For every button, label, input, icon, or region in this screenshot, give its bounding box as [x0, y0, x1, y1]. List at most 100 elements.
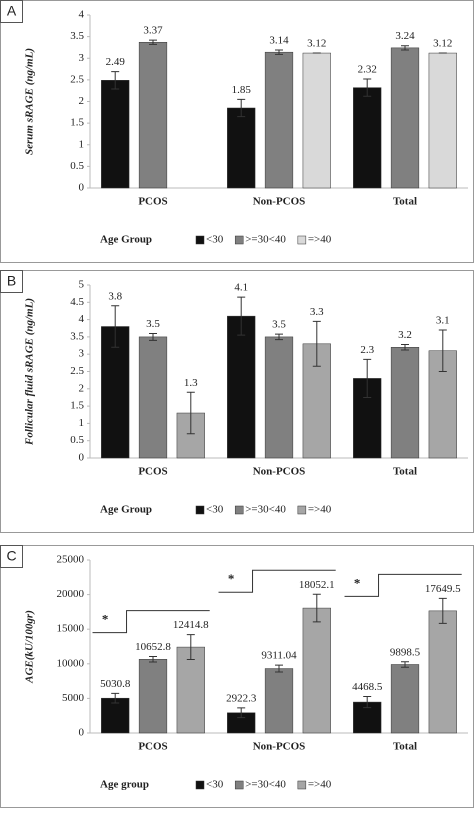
legend-swatch	[195, 505, 205, 515]
y-axis-label: AGE(kU/100gr)	[24, 610, 36, 684]
legend-label: <30	[206, 234, 224, 246]
bar	[264, 668, 294, 734]
data-label: 3.37	[143, 25, 163, 37]
x-tick-label: Non-PCOS	[253, 196, 306, 208]
bar	[390, 47, 420, 189]
error-bar	[275, 664, 283, 673]
legend-label: <30	[206, 779, 224, 791]
data-label: 3.12	[307, 38, 326, 50]
error-bar	[149, 39, 157, 45]
error-bar	[363, 696, 372, 709]
y-tick-label: 0.5	[70, 434, 84, 446]
legend-swatch	[297, 505, 307, 515]
legend-title: Age Group	[100, 234, 152, 246]
annotation: *	[354, 575, 361, 590]
legend-swatch	[297, 780, 307, 790]
y-tick-label: 3	[79, 52, 85, 64]
x-tick-label: Non-PCOS	[253, 466, 306, 478]
data-label: 9898.5	[390, 646, 421, 658]
annotation: *	[102, 612, 109, 627]
legend-swatch	[297, 235, 307, 245]
x-tick-label: Total	[393, 196, 417, 208]
bar	[227, 315, 256, 459]
error-bar	[275, 333, 283, 341]
panel-letter: C	[6, 548, 16, 564]
error-bar	[312, 320, 321, 367]
data-label: 3.3	[310, 306, 324, 318]
bar	[138, 336, 168, 459]
error-bar	[237, 296, 246, 336]
y-tick-label: 3	[79, 348, 85, 360]
error-bar	[401, 344, 409, 351]
legend-label: =>40	[308, 234, 332, 246]
data-label: 3.2	[398, 329, 412, 341]
x-tick-label: PCOS	[138, 196, 167, 208]
bar	[101, 697, 130, 734]
bar	[138, 659, 168, 734]
bar	[302, 607, 331, 734]
error-bar	[186, 634, 195, 661]
y-tick-label: 20000	[57, 588, 85, 600]
data-label: 12414.8	[173, 619, 209, 631]
data-label: 2922.3	[226, 692, 257, 704]
y-tick-label: 0	[79, 452, 85, 464]
error-bar	[237, 98, 246, 118]
data-label: 9311.04	[261, 650, 297, 662]
y-tick-label: 2	[79, 95, 85, 107]
data-label: 3.1	[436, 315, 450, 327]
data-label: 2.3	[360, 344, 374, 356]
annotation: *	[228, 571, 235, 586]
bar	[227, 107, 256, 189]
legend-label: =>40	[308, 779, 332, 791]
y-axis-label: Follicular fluid sRAGE (ng/mL)	[24, 298, 36, 446]
bar	[101, 80, 130, 189]
error-bar	[312, 593, 321, 623]
data-label: 3.5	[146, 318, 160, 330]
y-tick-label: 2	[79, 382, 85, 394]
y-tick-label: 0.5	[70, 160, 84, 172]
error-bar	[401, 45, 409, 51]
data-label: 17649.5	[425, 583, 461, 595]
error-bar	[363, 358, 372, 398]
bar	[302, 52, 331, 189]
legend-swatch	[234, 235, 244, 245]
error-bar	[438, 597, 447, 624]
bar	[390, 347, 420, 459]
data-label: 5030.8	[100, 678, 131, 690]
error-bar	[149, 656, 157, 663]
data-label: 3.5	[272, 319, 286, 331]
data-label: 4.1	[234, 282, 248, 294]
data-label: 18052.1	[299, 579, 335, 591]
y-tick-label: 1	[79, 138, 85, 150]
y-tick-label: 4	[79, 313, 85, 325]
data-label: 4468.5	[352, 681, 383, 693]
legend-label: >=30<40	[245, 234, 286, 246]
error-bar	[111, 71, 120, 90]
y-tick-label: 4.5	[70, 296, 84, 308]
x-tick-label: PCOS	[138, 741, 167, 753]
y-tick-label: 2.5	[70, 73, 84, 85]
bar	[428, 52, 457, 189]
data-label: 2.32	[358, 64, 377, 76]
bar	[353, 87, 382, 189]
bar	[428, 610, 457, 734]
bar	[101, 326, 130, 459]
error-bar	[111, 305, 120, 348]
significance-bracket	[344, 573, 462, 597]
y-tick-label: 1	[79, 417, 85, 429]
data-label: 1.85	[232, 84, 252, 96]
y-tick-label: 3.5	[70, 330, 84, 342]
y-tick-label: 2.5	[70, 365, 84, 377]
panel-letter-box	[0, 545, 23, 568]
error-bar	[363, 78, 372, 97]
data-label: 3.14	[269, 35, 289, 47]
y-tick-label: 0	[79, 182, 85, 194]
data-label: 1.3	[184, 377, 198, 389]
legend-label: >=30<40	[245, 779, 286, 791]
y-tick-label: 25000	[57, 554, 85, 566]
data-label: 3.12	[433, 38, 452, 50]
y-axis-label: Serum sRAGE (ng/mL)	[24, 48, 36, 155]
y-tick-label: 5000	[62, 692, 85, 704]
data-label: 3.8	[108, 290, 122, 302]
